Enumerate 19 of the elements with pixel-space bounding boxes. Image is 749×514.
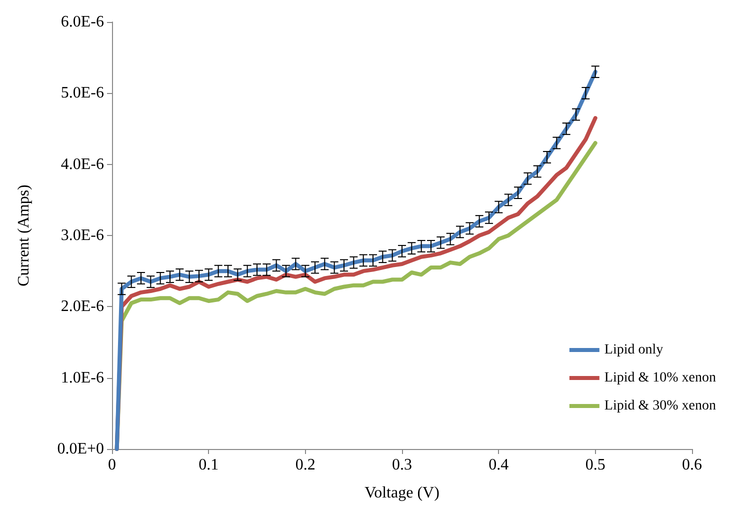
x-tick-label: 0 (108, 456, 116, 474)
y-tick-label: 0.0E+0 (57, 440, 104, 458)
y-tick-label: 2.0E-6 (60, 298, 104, 316)
x-tick-label: 0.5 (585, 456, 606, 474)
legend-label: Lipid only (604, 342, 664, 358)
x-axis-title: Voltage (V) (364, 484, 440, 502)
y-tick-label: 5.0E-6 (60, 84, 104, 102)
legend-label: Lipid & 30% xenon (604, 398, 716, 414)
x-tick-label: 0.6 (682, 456, 702, 474)
x-tick-label: 0.1 (198, 456, 219, 474)
y-tick-label: 1.0E-6 (60, 369, 104, 386)
y-tick-label: 3.0E-6 (60, 227, 104, 244)
x-tick-label: 0.2 (295, 456, 316, 474)
x-tick-label: 0.4 (488, 456, 509, 474)
y-tick-label: 6.0E-6 (60, 14, 104, 30)
legend-label: Lipid & 10% xenon (604, 370, 716, 386)
y-axis-title: Current (Amps) (16, 184, 32, 286)
x-tick-label: 0.3 (392, 456, 412, 474)
y-tick-label: 4.0E-6 (60, 156, 104, 173)
